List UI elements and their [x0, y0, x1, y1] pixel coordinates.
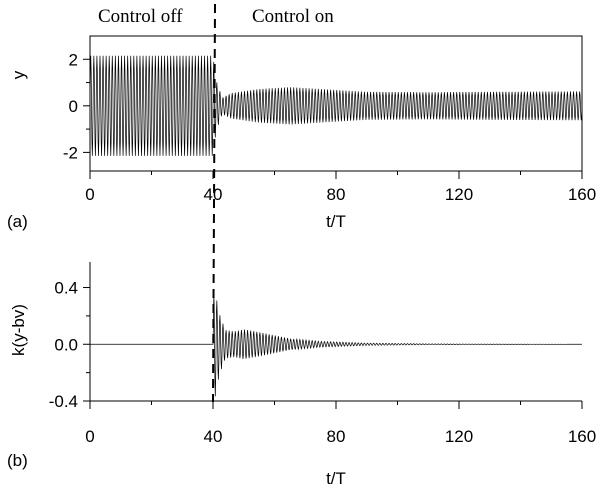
- x-tick-label: 80: [327, 427, 346, 446]
- panel-a-y-axis-title: y: [9, 70, 28, 79]
- y-tick-label: 0.4: [54, 279, 78, 298]
- x-tick-label: 160: [568, 185, 596, 204]
- x-tick-label: 40: [204, 185, 223, 204]
- x-tick-label: 0: [85, 185, 94, 204]
- x-tick-label: 160: [568, 427, 596, 446]
- x-tick-label: 120: [445, 427, 473, 446]
- control-switch-dashed-line: [212, 3, 216, 403]
- panel-b-label: (b): [7, 451, 28, 470]
- panel-a-y-ticks: -2 0 2: [63, 50, 90, 162]
- x-tick-label: 0: [85, 427, 94, 446]
- panel-b-x-axis-title: t/T: [326, 469, 346, 488]
- x-tick-label: 80: [327, 185, 346, 204]
- annotation-control-on: Control on: [252, 6, 334, 27]
- series-line: [90, 294, 582, 397]
- panel-a-x-ticks: 0 40 80 120 160: [85, 171, 596, 204]
- panel-b-signal: [90, 294, 582, 397]
- y-tick-label: -2: [63, 143, 78, 162]
- panel-b-y-axis-title: k(y-bv): [9, 304, 28, 356]
- y-tick-label: -0.4: [49, 392, 78, 411]
- panel-a-label: (a): [7, 212, 28, 231]
- panel-b: 0 40 80 120 160 -0.4 0.0 0.4 k(y-bv) t/T (b): [7, 262, 596, 488]
- panel-a-signal: [89, 55, 583, 156]
- panel-a-x-axis-title: t/T: [326, 212, 346, 231]
- y-tick-label: 2: [69, 50, 78, 69]
- panel-b-axes: [89, 262, 582, 402]
- series-line: [89, 55, 583, 156]
- panel-b-x-ticks: 0 40 80 120 160: [85, 401, 596, 446]
- y-tick-label: 0: [69, 97, 78, 116]
- panel-a: 0 40 80 120 160 -202 Control off Control on …: [7, 6, 596, 231]
- panel-b-y-ticks: -0.4 0.0 0.4: [49, 279, 90, 411]
- annotation-control-off: Control off: [98, 6, 183, 27]
- x-tick-label: 120: [445, 185, 473, 204]
- y-tick-label: 0.0: [54, 335, 78, 354]
- x-tick-label: 40: [204, 427, 223, 446]
